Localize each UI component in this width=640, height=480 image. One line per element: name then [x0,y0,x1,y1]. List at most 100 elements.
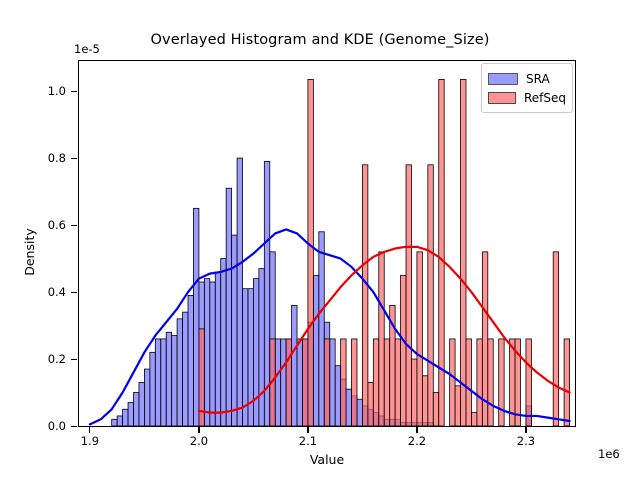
x-tick-mark [89,427,91,433]
chart-legend[interactable]: SRA RefSeq [481,63,573,113]
histogram-refseq [198,79,570,426]
x-tick-label: 2.0 [189,434,209,448]
x-tick-mark [525,427,527,433]
histogram-bar [127,402,134,426]
histogram-bar [182,311,189,426]
x-tick-label: 1.9 [80,434,100,448]
histogram-bar [144,368,151,426]
legend-label-refseq: RefSeq [523,90,566,105]
histogram-bar [405,164,412,426]
histogram-bar [258,268,265,426]
plot-area [78,60,576,427]
histogram-bar [367,382,374,426]
histogram-bar [165,331,173,426]
histogram-bar [432,392,440,426]
histogram-bar [438,79,445,426]
histogram-bar [198,328,205,426]
legend-swatch-sra [488,72,518,85]
histogram-bar [296,338,303,426]
histogram-bar [285,338,292,426]
y-tick-mark [71,224,77,226]
histogram-bar [122,408,129,426]
histogram-bar [291,305,298,426]
histogram-bar [236,157,243,426]
x-tick-mark [198,427,200,433]
y-axis-offset-text: 1e-5 [74,42,100,56]
histogram-bar [318,231,325,426]
y-tick-mark [71,157,77,159]
plot-canvas [79,61,575,426]
y-tick-mark [71,358,77,360]
histogram-bar [454,385,461,426]
histogram-bar [247,288,254,426]
x-axis-offset-text: 1e6 [598,447,620,461]
histogram-bar [427,164,434,426]
histogram-bar [378,251,385,426]
histogram-bar [171,335,178,426]
chart-svg [88,79,571,426]
kde-curve-refseq [197,245,571,414]
legend-item-refseq[interactable]: RefSeq [488,88,566,107]
x-tick-mark [416,427,418,433]
histogram-bar [356,398,363,426]
kde-curve-sra [88,228,571,426]
histogram-bar [312,274,320,426]
histogram-bar [340,338,347,426]
histogram-bar [209,281,216,426]
histogram-bar [323,338,331,426]
histogram-bar [383,338,391,426]
histogram-bar [193,207,200,426]
histogram-bar [138,382,145,426]
legend-swatch-refseq [488,91,516,104]
histogram-bar [116,415,124,426]
y-tick-mark [71,425,77,427]
histogram-bar [225,187,233,426]
histogram-bar [111,418,118,426]
x-tick-label: 2.1 [298,434,318,448]
histogram-bar [460,79,467,426]
y-tick-label: 0.2 [47,352,66,367]
y-tick-label: 1.0 [47,84,66,99]
histogram-bar [334,365,342,426]
histogram-bar [187,294,194,426]
histogram-bar [345,388,352,426]
histogram-bar [394,338,401,426]
histogram-bar [563,338,570,426]
histogram-bar [351,338,358,426]
chart-title: Overlayed Histogram and KDE (Genome_Size… [150,32,490,48]
histogram-bar [302,338,309,426]
histogram-bar [253,278,260,426]
histogram-bar [231,234,238,426]
histogram-bar [329,338,336,426]
histogram-bar [220,258,227,426]
histogram-bar [400,274,407,426]
y-tick-mark [71,90,77,92]
histogram-bar [372,338,380,426]
legend-item-sra[interactable]: SRA [488,69,566,88]
histogram-bar [465,338,472,426]
histogram-bar [214,271,222,426]
histogram-bar [280,338,287,426]
histogram-bar [176,318,183,426]
histogram-bar [471,412,478,426]
histogram-bar [203,278,211,426]
histogram-bar [552,251,560,426]
histogram-bar [476,338,483,426]
histogram-bar [525,338,532,426]
histogram-bar [449,338,456,426]
x-tick-label: 2.2 [407,434,427,448]
x-axis-label: Value [309,452,345,467]
x-tick-label: 2.3 [516,434,536,448]
histogram-bar [133,392,140,426]
histogram-bar [421,375,429,426]
histogram-bar [411,358,418,426]
x-tick-mark [307,427,309,433]
y-tick-label: 0.4 [47,285,66,300]
histogram-bar [487,338,494,426]
histogram-bar [498,338,505,426]
y-tick-label: 0.0 [47,419,66,433]
histogram-bar [307,79,314,426]
histogram-bar [514,338,521,426]
y-tick-label: 0.8 [47,151,66,166]
